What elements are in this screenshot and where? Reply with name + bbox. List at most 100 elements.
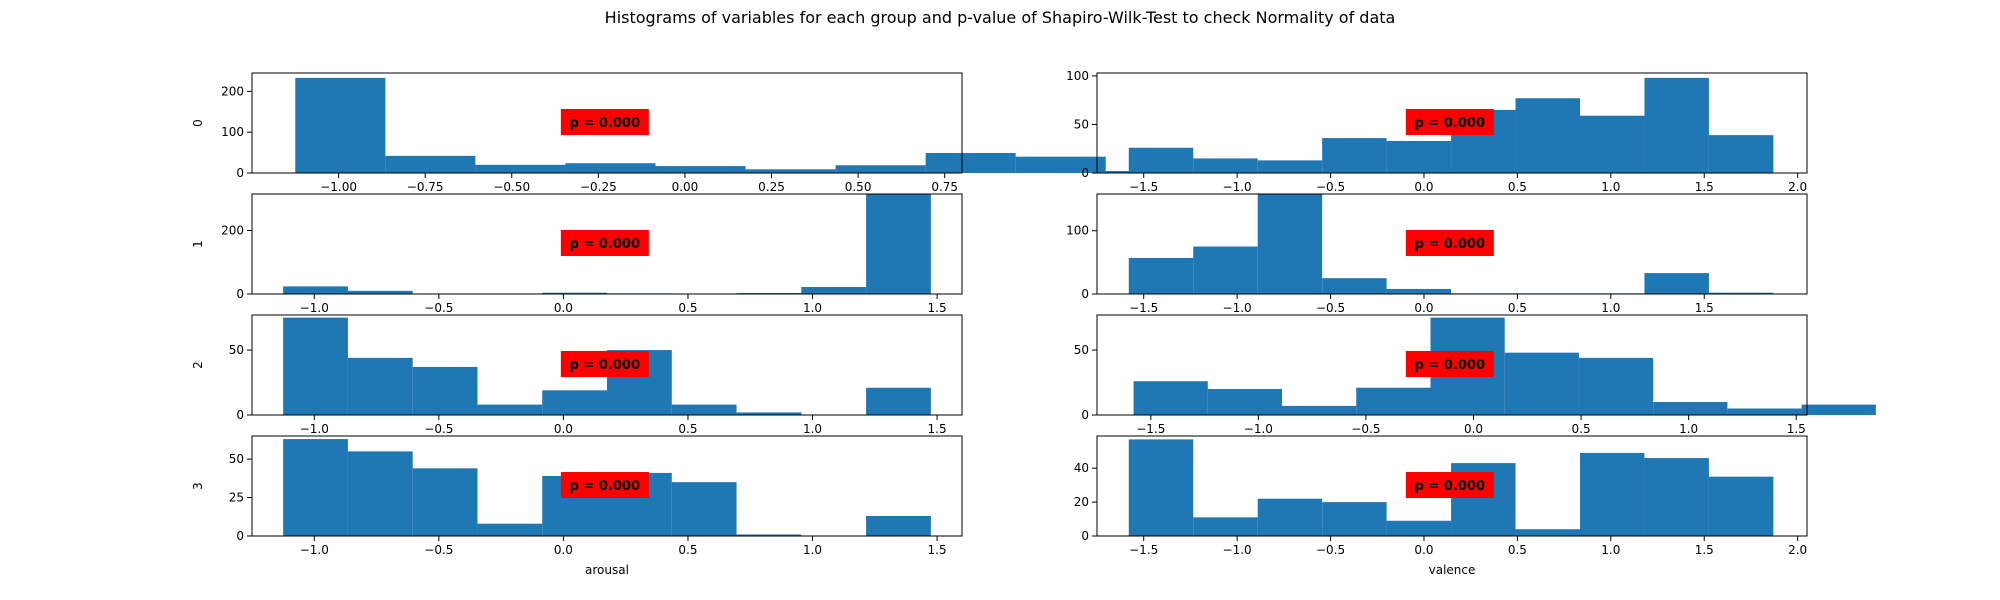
histogram-bar (1515, 529, 1580, 536)
y-tick-label: 0 (236, 166, 244, 180)
x-tick-label: 2.0 (1788, 543, 1807, 557)
p-value-box (1405, 351, 1494, 377)
histogram-bar (1579, 452, 1645, 536)
y-tick-label: 0 (1081, 166, 1089, 180)
axes-frame (1096, 72, 1808, 174)
histogram-bar (1282, 405, 1357, 415)
histogram-bar (1579, 115, 1645, 173)
x-tick-label: 0.5 (1508, 180, 1527, 194)
histogram-bar (736, 412, 802, 415)
histogram-bar (412, 366, 478, 415)
x-tick-label: −0.5 (424, 422, 453, 436)
x-tick-label: −1.00 (320, 180, 357, 194)
y-tick-label: 0 (236, 287, 244, 301)
histogram-bar (1257, 194, 1323, 294)
histogram-bar (385, 155, 476, 173)
histogram-bar (295, 77, 386, 173)
histogram-bar (655, 166, 746, 173)
axes-frame (1096, 193, 1808, 295)
histogram-bar (1578, 357, 1654, 415)
histogram-bar (1193, 246, 1258, 294)
x-tick-label: −1.0 (300, 543, 329, 557)
x-tick-label: 1.5 (928, 422, 947, 436)
histogram-bar (1207, 389, 1283, 415)
x-tick-label: 1.5 (1695, 301, 1714, 315)
axes-frame (1096, 435, 1808, 537)
histogram-bar (1644, 458, 1709, 536)
axes-frame (1096, 314, 1808, 416)
y-tick-label: 50 (229, 452, 244, 466)
y-tick-label: 200 (221, 84, 244, 98)
x-tick-label: −0.5 (424, 543, 453, 557)
x-tick-label: −1.0 (1223, 543, 1252, 557)
histogram-bar (1193, 158, 1258, 173)
histogram-bar (283, 317, 348, 415)
figure-title: Histograms of variables for each group a… (604, 8, 1396, 27)
x-tick-label: −1.5 (1129, 180, 1158, 194)
histogram-bar (866, 194, 931, 294)
x-tick-label: −1.5 (1129, 543, 1158, 557)
histogram-bar (1356, 387, 1431, 415)
x-axis-label: arousal (585, 563, 629, 577)
x-tick-label: 0.0 (554, 301, 573, 315)
histogram-bar (835, 165, 926, 173)
histogram-bar (475, 164, 566, 173)
y-tick-label: 200 (221, 224, 244, 238)
x-tick-label: 0.0 (1414, 543, 1433, 557)
p-value-label: p = 0.000 (570, 116, 640, 131)
x-tick-label: −0.5 (1316, 543, 1345, 557)
x-tick-label: 1.0 (1601, 543, 1620, 557)
histogram-bar (1727, 408, 1802, 415)
x-tick-label: −0.5 (1316, 180, 1345, 194)
y-tick-label: 100 (1066, 224, 1089, 238)
histogram-panel-2-valence: −1.5 −1.0 −0.5 0.0 0.5 1.0 1.5 0 50 p = 0.000 (1074, 314, 1876, 436)
y-tick-label: 25 (229, 491, 244, 505)
histogram-panel-1-arousal: −1.0 −0.5 0.0 0.5 1.0 1.5 0 200 1 p = 0.000 (191, 193, 963, 315)
x-tick-label: −0.50 (493, 180, 530, 194)
histogram-bar (1257, 498, 1323, 536)
x-tick-label: 1.0 (803, 543, 822, 557)
x-tick-label: −1.0 (1223, 180, 1252, 194)
p-value-box (1405, 230, 1494, 256)
histogram-bar (1644, 273, 1709, 294)
x-tick-label: 1.0 (1601, 180, 1620, 194)
x-tick-label: 1.0 (803, 422, 822, 436)
y-tick-label: 0 (236, 529, 244, 543)
x-tick-label: 0.5 (678, 422, 697, 436)
x-tick-label: −1.5 (1129, 301, 1158, 315)
y-tick-label: 100 (1066, 69, 1089, 83)
x-tick-label: −0.75 (407, 180, 444, 194)
histogram-bar (542, 292, 607, 294)
x-tick-label: 0.0 (1414, 180, 1433, 194)
histogram-panel-1-valence: −1.5 −1.0 −0.5 0.0 0.5 1.0 1.5 0 100 p = 0.000 (1066, 193, 1808, 315)
x-tick-label: 1.5 (1787, 422, 1806, 436)
x-tick-label: −1.0 (1223, 301, 1252, 315)
histogram-bar (1257, 160, 1323, 173)
histogram-bar (1708, 292, 1774, 294)
histogram-panel-0-valence: −1.5 −1.0 −0.5 0.0 0.5 1.0 1.5 2.0 0 50 100 p = 0.0… (1066, 69, 1808, 194)
x-tick-label: 1.0 (803, 301, 822, 315)
p-value-box (560, 109, 649, 135)
p-value-box (560, 351, 649, 377)
histogram-panel-0-arousal: −1.00 −0.75 −0.50 −0.25 0.00 0.25 0.50 0.75 0 100… (191, 72, 1196, 194)
histogram-bar (1128, 257, 1194, 294)
x-tick-label: 1.0 (1679, 422, 1698, 436)
histogram-bar (412, 468, 478, 536)
histogram-bar (1515, 98, 1580, 173)
y-tick-label: 100 (221, 125, 244, 139)
histogram-bar (542, 390, 607, 415)
x-tick-label: 0.5 (1572, 422, 1591, 436)
histogram-bar (283, 439, 348, 536)
histogram-bar (1386, 520, 1452, 536)
x-tick-label: −1.0 (1244, 422, 1273, 436)
p-value-label: p = 0.000 (570, 479, 640, 494)
y-axis-label: 0 (191, 119, 205, 127)
axes-frame (251, 314, 963, 416)
x-tick-label: 0.5 (678, 543, 697, 557)
x-tick-label: 1.5 (1695, 180, 1714, 194)
p-value-box (1405, 472, 1494, 498)
histogram-bar (866, 387, 931, 415)
histogram-bar (671, 404, 737, 415)
histogram-bar (1193, 517, 1258, 536)
histogram-bar (1015, 156, 1106, 173)
